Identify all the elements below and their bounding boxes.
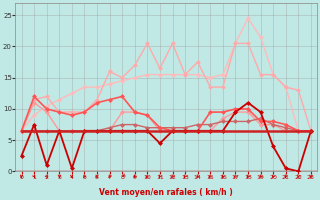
X-axis label: Vent moyen/en rafales ( km/h ): Vent moyen/en rafales ( km/h ) bbox=[100, 188, 233, 197]
